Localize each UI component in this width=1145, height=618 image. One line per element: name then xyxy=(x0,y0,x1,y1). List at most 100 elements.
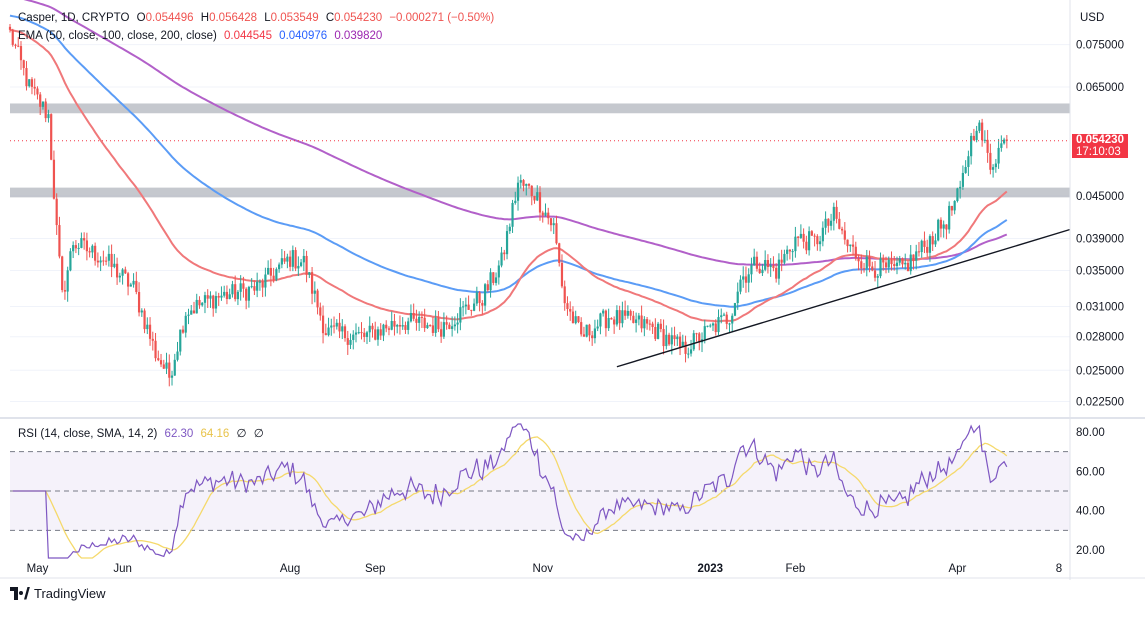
candle-body xyxy=(146,324,149,330)
candle-body xyxy=(231,284,234,295)
candle-body xyxy=(846,239,849,247)
candle-body xyxy=(247,286,251,301)
candle-body xyxy=(753,256,756,266)
rsi-legend[interactable]: RSI (14, close, SMA, 14, 2) 62.30 64.16 … xyxy=(18,426,268,440)
candle-body xyxy=(228,294,231,300)
candle-body xyxy=(55,198,58,226)
candle-body xyxy=(591,335,594,339)
candle-body xyxy=(316,290,319,308)
x-tick-label: Aug xyxy=(280,563,300,575)
price-legend: Casper, 1D, CRYPTO O0.054496 H0.056428 L… xyxy=(18,12,495,24)
rsi-tick-label: 60.00 xyxy=(1076,466,1105,478)
candle-body xyxy=(113,263,116,267)
candle-body xyxy=(398,324,402,327)
candle-body xyxy=(294,250,297,269)
candle-body xyxy=(332,325,336,327)
candle-body xyxy=(305,255,308,275)
candle-body xyxy=(302,255,305,263)
candle-body xyxy=(802,233,805,242)
candle-body xyxy=(1005,139,1008,141)
candle-body xyxy=(157,358,160,361)
candle-body xyxy=(151,338,154,341)
candle-body xyxy=(706,325,709,327)
candle-body xyxy=(494,277,498,283)
candle-body xyxy=(118,275,121,278)
candle-body xyxy=(503,252,506,255)
y-tick-label: 0.065000 xyxy=(1076,82,1124,94)
candle-body xyxy=(121,269,124,276)
candle-body xyxy=(376,329,380,340)
candle-body xyxy=(357,332,360,334)
candle-body xyxy=(250,286,253,288)
candle-body xyxy=(948,205,951,230)
candle-body xyxy=(522,180,525,186)
candle-body xyxy=(324,333,327,336)
candle-body xyxy=(912,254,915,261)
candle-body xyxy=(159,360,163,365)
candle-body xyxy=(827,218,830,226)
candle-body xyxy=(898,258,901,263)
candle-body xyxy=(440,329,443,337)
open-value: 0.054496 xyxy=(145,12,194,24)
candle-body xyxy=(552,223,555,226)
candle-body xyxy=(99,260,102,263)
candle-body xyxy=(330,325,333,328)
symbol-title[interactable]: Casper, 1D, CRYPTO xyxy=(18,12,130,24)
ema-legend[interactable]: EMA (50, close, 100, close, 200, close) … xyxy=(18,30,386,42)
candle-body xyxy=(85,240,88,252)
candle-body xyxy=(105,260,108,262)
candle-body xyxy=(36,88,39,95)
candle-body xyxy=(621,310,624,324)
candle-body xyxy=(676,336,679,340)
candle-body xyxy=(725,314,728,324)
candle-body xyxy=(739,279,742,292)
candle-body xyxy=(245,288,248,301)
y-tick-label: 0.039000 xyxy=(1076,233,1124,245)
candle-body xyxy=(176,351,179,360)
tradingview-brand[interactable]: TradingView xyxy=(10,586,106,601)
candle-body xyxy=(764,260,767,270)
candle-body xyxy=(489,272,492,291)
candle-body xyxy=(994,163,997,168)
candle-body xyxy=(761,269,764,274)
candle-body xyxy=(981,122,984,141)
candle-body xyxy=(747,274,750,283)
candle-body xyxy=(129,284,132,287)
candle-body xyxy=(596,326,599,329)
candle-body xyxy=(736,291,739,304)
candle-body xyxy=(349,339,352,345)
candle-body xyxy=(813,235,816,237)
candle-body xyxy=(835,206,838,219)
y-tick-label: 0.022500 xyxy=(1076,397,1124,409)
candle-body xyxy=(338,322,341,332)
candle-body xyxy=(25,68,28,87)
candle-body xyxy=(588,324,591,336)
candle-body xyxy=(467,304,470,310)
candle-body xyxy=(170,375,174,378)
candle-body xyxy=(541,212,544,216)
candle-body xyxy=(168,362,171,378)
candle-body xyxy=(840,228,844,231)
candle-body xyxy=(239,283,242,292)
candle-body xyxy=(8,26,12,30)
candle-body xyxy=(283,258,286,262)
candle-body xyxy=(681,341,684,348)
candle-body xyxy=(629,310,632,316)
candle-body xyxy=(838,218,841,229)
candle-body xyxy=(742,276,745,280)
candle-body xyxy=(434,317,437,333)
candle-body xyxy=(857,258,860,262)
candle-body xyxy=(475,292,478,304)
candle-body xyxy=(514,200,517,203)
candle-body xyxy=(766,260,770,268)
candle-body xyxy=(854,246,857,259)
candle-body xyxy=(19,46,23,61)
candle-body xyxy=(808,231,811,251)
candle-body xyxy=(30,79,34,87)
rsi-line xyxy=(12,423,1008,559)
candle-body xyxy=(88,251,91,253)
candle-body xyxy=(978,122,981,131)
candle-body xyxy=(926,246,929,253)
